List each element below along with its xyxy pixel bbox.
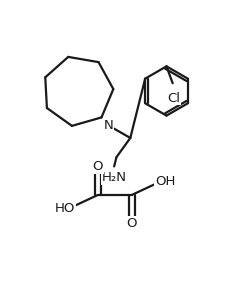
Text: OH: OH	[155, 175, 175, 188]
Text: H₂N: H₂N	[102, 171, 127, 184]
Text: O: O	[93, 160, 103, 173]
Text: HO: HO	[55, 202, 75, 215]
Text: N: N	[104, 119, 114, 132]
Text: O: O	[127, 217, 137, 230]
Text: Cl: Cl	[167, 92, 180, 105]
